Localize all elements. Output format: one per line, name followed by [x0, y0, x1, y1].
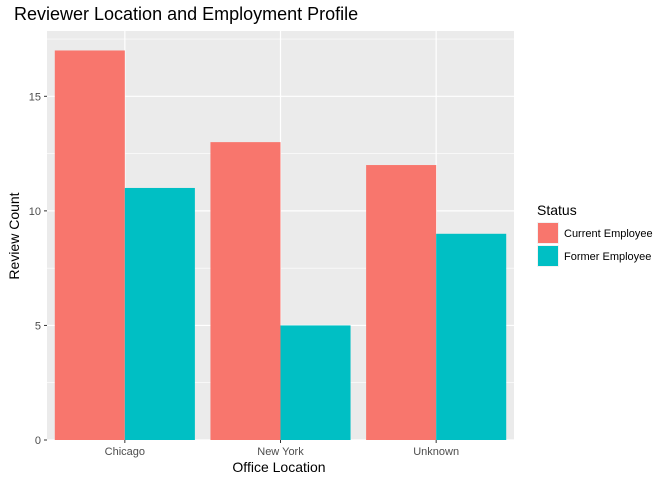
bar — [366, 165, 437, 440]
y-tick-label: 5 — [35, 320, 41, 332]
chart-title: Reviewer Location and Employment Profile — [14, 4, 358, 24]
bar — [124, 187, 195, 440]
y-axis-title: Review Count — [6, 192, 22, 279]
bar — [210, 142, 281, 440]
legend-swatch — [538, 223, 558, 243]
y-tick-label: 15 — [29, 91, 41, 103]
legend-label: Former Employee — [564, 251, 651, 263]
bar — [54, 50, 125, 440]
legend-swatch — [538, 246, 558, 266]
legend: Status Current Employee Former Employee — [537, 202, 653, 267]
y-tick-label: 10 — [29, 206, 41, 218]
axes: 0 5 10 15 Chicago New York Unknown — [29, 91, 459, 458]
bar — [436, 233, 507, 440]
x-axis-title: Office Location — [232, 459, 325, 475]
x-tick-label: Unknown — [413, 446, 459, 458]
x-tick-label: New York — [257, 446, 304, 458]
y-tick-label: 0 — [35, 435, 41, 447]
bar — [280, 325, 351, 440]
legend-title: Status — [537, 202, 577, 218]
x-tick-label: Chicago — [105, 446, 145, 458]
bars — [54, 50, 507, 440]
legend-label: Current Employee — [564, 228, 653, 240]
